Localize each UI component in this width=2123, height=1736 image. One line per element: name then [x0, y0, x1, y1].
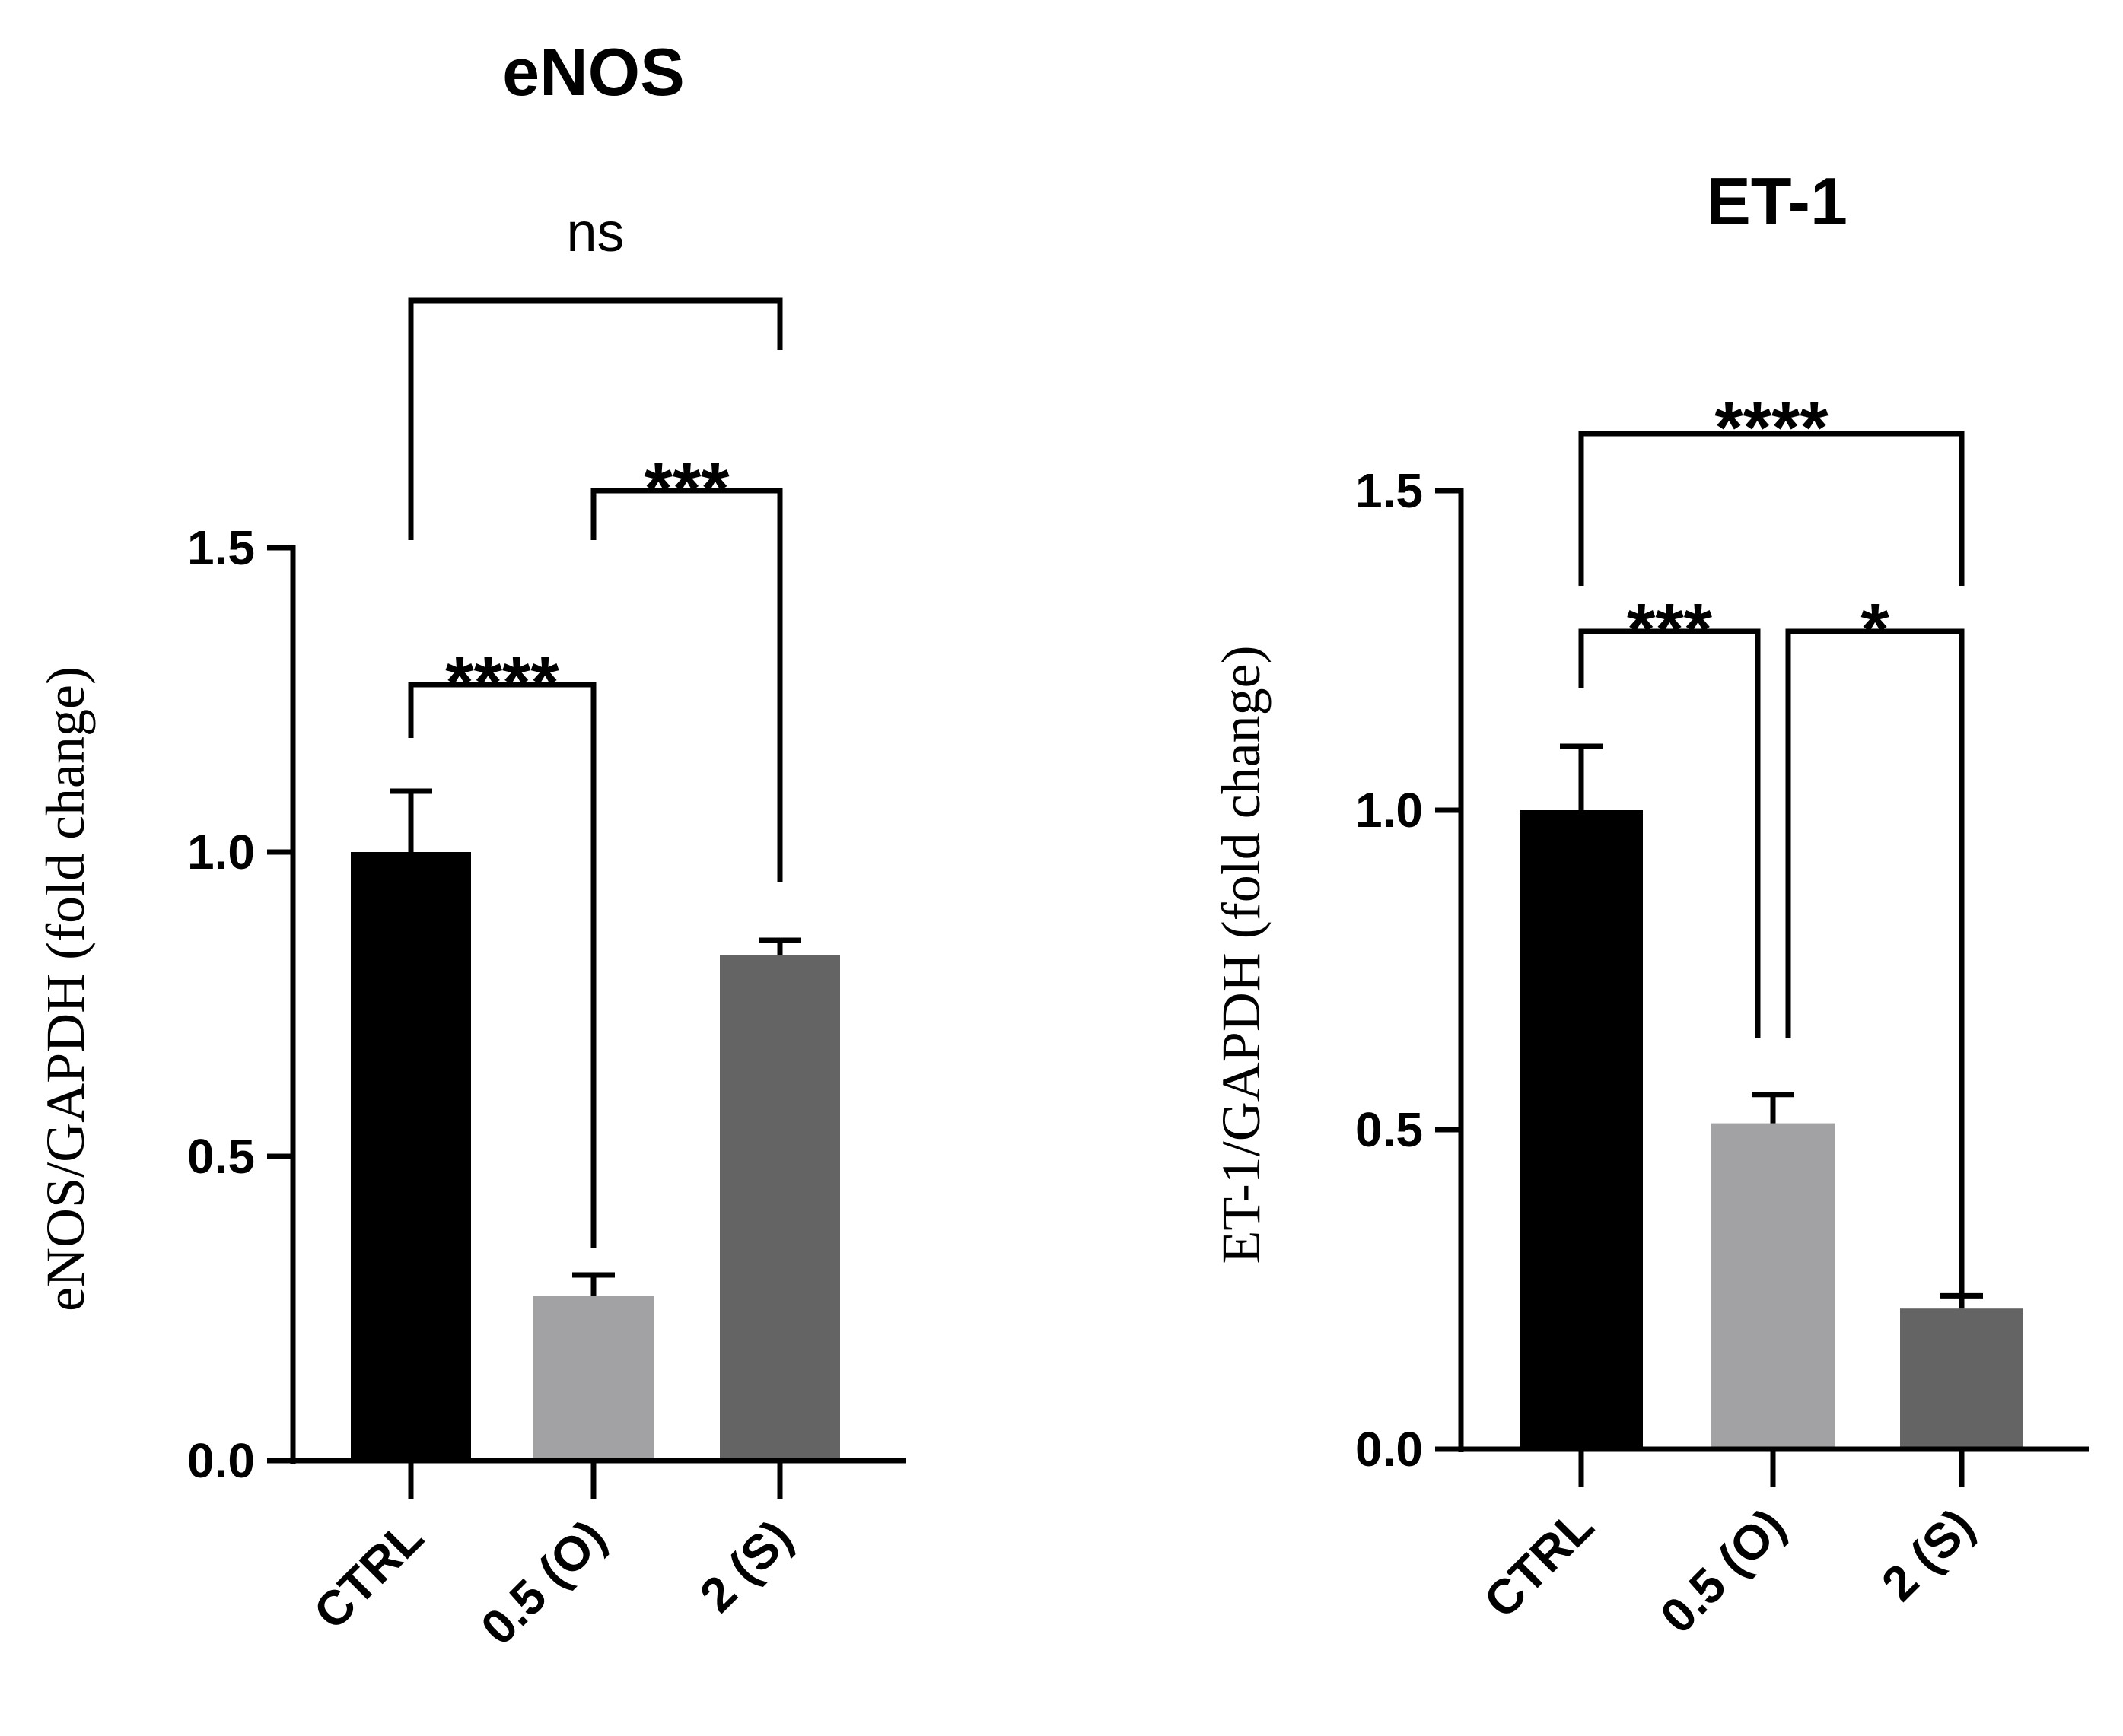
x-tick-label: 0.5 (O) — [1650, 1498, 1796, 1644]
bar — [1520, 810, 1643, 1449]
bar — [720, 955, 840, 1461]
significance-label: * — [1860, 589, 1889, 670]
y-axis-label: ET-1/GAPDH (fold change) — [1211, 645, 1272, 1264]
y-tick-label: 1.0 — [1355, 783, 1423, 838]
enos-chart: eNOS eNOS/GAPDH (fold change) 0.0 0.5 1.0 1… — [35, 34, 906, 1655]
bar — [351, 852, 471, 1461]
x-tick-label: CTRL — [1473, 1498, 1604, 1629]
x-tick-label: 2 (S) — [1871, 1498, 1985, 1611]
y-tick-label: 0.5 — [1355, 1102, 1423, 1157]
significance-label: **** — [445, 642, 559, 723]
y-tick-label: 1.5 — [187, 520, 255, 575]
x-tick-label: CTRL — [303, 1509, 434, 1640]
significance-bracket — [1578, 431, 1965, 586]
significance-label: ns — [566, 202, 624, 263]
et1-chart: ET-1 ET-1/GAPDH (fold change) 0.0 0.5 1.0 1… — [1211, 164, 2089, 1644]
y-tick-label: 0.5 — [187, 1129, 255, 1184]
y-tick-label: 1.0 — [187, 825, 255, 879]
significance-label: *** — [1627, 589, 1713, 670]
chart-title: eNOS — [502, 34, 685, 110]
y-tick-label: 0.0 — [187, 1433, 255, 1488]
significance-bracket — [408, 682, 597, 1248]
significance-bracket — [1785, 628, 1965, 1301]
y-tick-label: 1.5 — [1355, 463, 1423, 518]
x-tick-label: 2 (S) — [689, 1509, 803, 1623]
significance-label: **** — [1714, 387, 1829, 469]
bar — [533, 1296, 654, 1461]
significance-bracket — [590, 488, 783, 882]
significance-label: *** — [644, 448, 730, 529]
chart-title: ET-1 — [1706, 164, 1848, 239]
y-tick-label: 0.0 — [1355, 1422, 1423, 1477]
significance-bracket — [1578, 628, 1761, 1038]
significance-bracket — [408, 297, 783, 540]
y-axis-label: eNOS/GAPDH (fold change) — [35, 666, 96, 1312]
bar — [1900, 1308, 2023, 1449]
x-tick-label: 0.5 (O) — [470, 1509, 616, 1655]
bar — [1711, 1123, 1835, 1449]
